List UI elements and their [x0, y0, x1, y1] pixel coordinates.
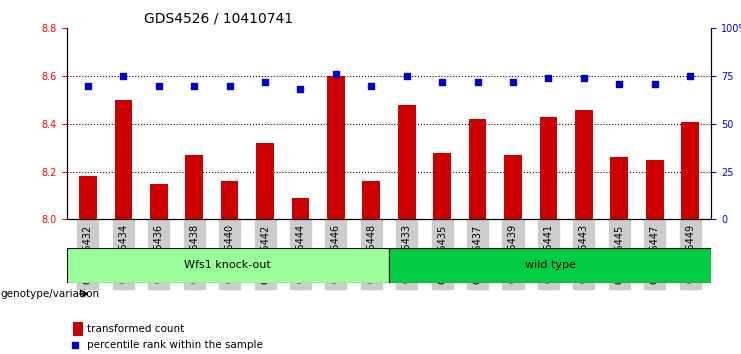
Point	[459, 282, 471, 287]
Point	[365, 83, 377, 88]
Point	[188, 83, 200, 88]
Text: genotype/variation: genotype/variation	[0, 289, 99, 299]
Bar	[292, 198, 309, 354]
Point	[224, 83, 236, 88]
Bar	[150, 184, 167, 354]
Bar	[221, 181, 239, 354]
Bar	[611, 158, 628, 354]
Bar	[115, 100, 132, 354]
Bar	[362, 181, 380, 354]
Bar	[433, 153, 451, 354]
Point	[153, 83, 165, 88]
Text: GDS4526 / 10410741: GDS4526 / 10410741	[144, 12, 293, 26]
Text: Wfs1 knock-out: Wfs1 knock-out	[185, 261, 271, 270]
Bar	[185, 155, 203, 354]
Point	[436, 79, 448, 85]
Bar	[504, 155, 522, 354]
Bar	[539, 117, 557, 354]
Point	[578, 75, 590, 81]
Bar	[73, 322, 83, 336]
Bar	[79, 177, 97, 354]
Bar	[646, 160, 663, 354]
Bar	[327, 76, 345, 354]
Bar	[256, 143, 274, 354]
Bar	[575, 109, 593, 354]
Point	[684, 73, 696, 79]
FancyBboxPatch shape	[67, 248, 389, 283]
Point	[649, 81, 661, 87]
Bar	[398, 105, 416, 354]
Bar	[469, 119, 486, 354]
Point	[330, 72, 342, 77]
Point	[507, 79, 519, 85]
Point	[542, 75, 554, 81]
Point	[82, 83, 94, 88]
Point	[401, 73, 413, 79]
Point	[259, 79, 271, 85]
Text: transformed count: transformed count	[87, 324, 185, 334]
Text: percentile rank within the sample: percentile rank within the sample	[87, 340, 263, 350]
Text: wild type: wild type	[525, 261, 576, 270]
Point	[117, 73, 129, 79]
FancyBboxPatch shape	[389, 248, 711, 283]
Point	[614, 81, 625, 87]
Point	[294, 87, 306, 92]
Point	[472, 79, 484, 85]
Bar	[681, 121, 699, 354]
